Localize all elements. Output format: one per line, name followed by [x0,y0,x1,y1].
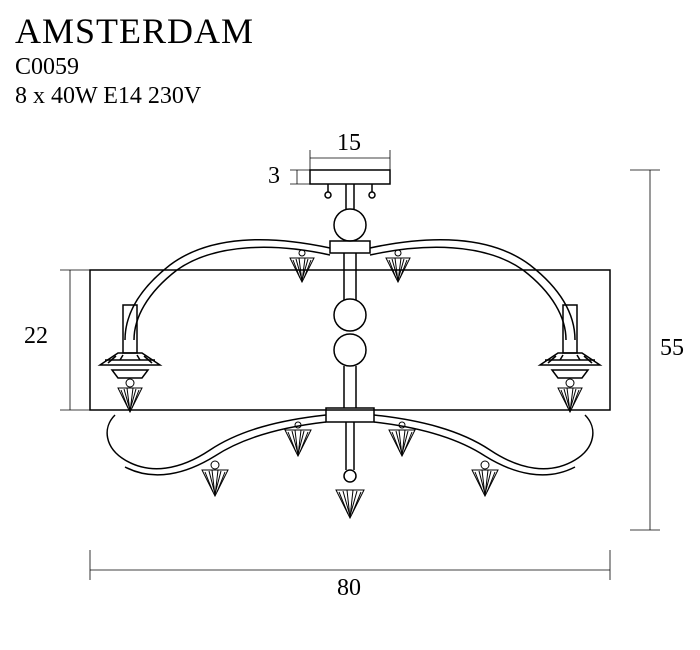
chandelier-svg [30,140,670,620]
dim-canopy-height: 3 [268,163,280,190]
product-title: AMSTERDAM [15,10,254,52]
dim-total-width: 80 [337,575,361,602]
product-model: C0059 [15,54,254,81]
dim-total-height: 55 [660,335,684,362]
technical-drawing: 15 3 22 55 80 [30,140,670,620]
dim-canopy-width: 15 [337,130,361,157]
product-spec: 8 x 40W E14 230V [15,83,254,110]
dim-shade-height: 22 [24,323,48,350]
